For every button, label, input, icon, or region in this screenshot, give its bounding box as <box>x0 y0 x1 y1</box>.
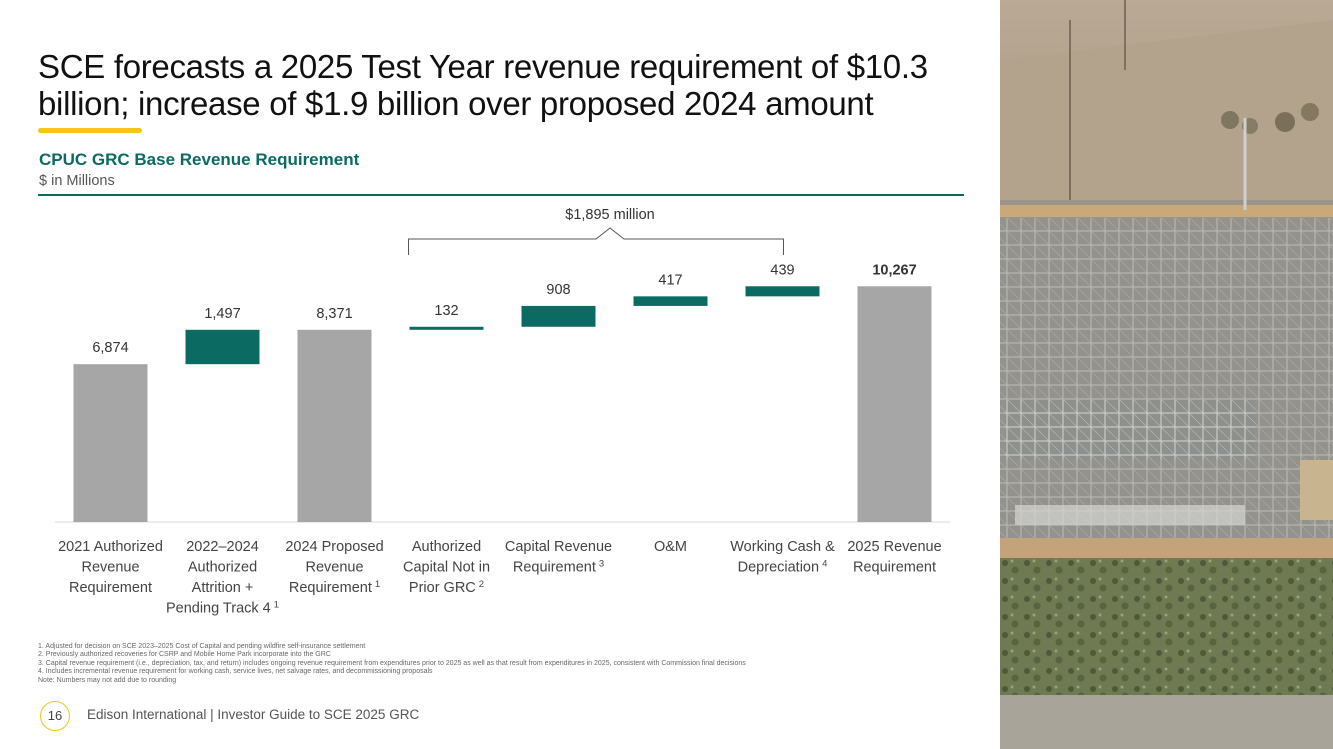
footnote-note: Note: Numbers may not add due to roundin… <box>38 676 177 684</box>
chart-title: CPUC GRC Base Revenue Requirement <box>39 150 360 169</box>
footnote: 3. Capital revenue requirement (i.e., de… <box>38 659 746 667</box>
increment-bar <box>409 326 484 330</box>
data-label: 132 <box>434 303 458 319</box>
total-bar <box>73 364 148 522</box>
substation-photo <box>1000 0 1333 749</box>
increment-bar <box>185 329 260 365</box>
bracket-label: $1,895 million <box>565 207 654 223</box>
data-label: 10,267 <box>872 262 916 278</box>
footnote: 4. Includes incremental revenue requirem… <box>38 668 433 676</box>
category-label: 2024 Proposed Revenue Requirement 1 <box>285 539 383 596</box>
category-label: O&M <box>654 539 687 555</box>
increment-bar <box>745 286 820 297</box>
slide-title: SCE forecasts a 2025 Test Year revenue r… <box>38 48 928 122</box>
data-label: 439 <box>770 262 794 278</box>
category-label: Working Cash & Depreciation 4 <box>730 539 835 576</box>
footer-text: Edison International | Investor Guide to… <box>87 707 420 722</box>
footnote: 2. Previously authorized recoveries for … <box>38 651 331 659</box>
chart-subtitle: $ in Millions <box>39 173 115 189</box>
category-label: 2025 Revenue Requirement <box>847 539 941 576</box>
data-label: 417 <box>658 272 682 288</box>
waterfall-chart: 6,874 2021 Authorized Revenue Requirement 1,… <box>55 207 950 617</box>
increment-bar <box>633 296 708 306</box>
category-label: 2021 Authorized Revenue Requirement <box>58 539 163 596</box>
title-accent-bar <box>38 128 142 133</box>
total-bar <box>857 286 932 522</box>
total-bar <box>297 329 372 522</box>
header-divider <box>38 194 964 196</box>
data-label: 6,874 <box>92 340 128 356</box>
increment-bar <box>521 305 596 327</box>
page-number: 16 <box>40 701 70 731</box>
data-label: 8,371 <box>316 306 352 322</box>
category-label: Capital Revenue Requirement 3 <box>505 539 612 576</box>
footnote: 1. Adjusted for decision on SCE 2023–202… <box>38 643 366 650</box>
category-label: Authorized Capital Not in Prior GRC 2 <box>403 539 490 596</box>
data-label: 908 <box>546 282 570 298</box>
bracket-connector <box>408 227 784 255</box>
footnotes: 1. Adjusted for decision on SCE 2023–202… <box>38 643 938 685</box>
data-label: 1,497 <box>204 306 240 322</box>
category-label: 2022–2024 Authorized Attrition + Pending Tr… <box>166 539 279 617</box>
